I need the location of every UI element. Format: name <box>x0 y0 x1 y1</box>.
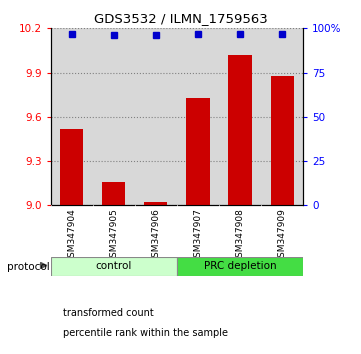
Bar <box>135 28 177 205</box>
Bar <box>177 28 219 205</box>
Bar <box>271 75 294 205</box>
Text: GSM347907: GSM347907 <box>193 208 203 263</box>
Text: GDS3532 / ILMN_1759563: GDS3532 / ILMN_1759563 <box>93 12 268 25</box>
Bar <box>186 98 209 205</box>
Bar <box>177 257 303 276</box>
Bar <box>51 257 177 276</box>
Bar <box>51 28 93 205</box>
Text: PRC depletion: PRC depletion <box>204 261 277 272</box>
Text: GSM347904: GSM347904 <box>67 208 76 263</box>
Text: GSM347909: GSM347909 <box>278 208 287 263</box>
Text: GSM347906: GSM347906 <box>151 208 160 263</box>
Bar <box>144 202 168 205</box>
Bar <box>102 182 125 205</box>
Bar <box>93 28 135 205</box>
Text: control: control <box>96 261 132 272</box>
Bar <box>261 28 303 205</box>
Text: GSM347905: GSM347905 <box>109 208 118 263</box>
Text: protocol: protocol <box>7 262 50 272</box>
Bar <box>60 129 83 205</box>
Text: transformed count: transformed count <box>63 308 154 318</box>
Text: percentile rank within the sample: percentile rank within the sample <box>63 328 228 338</box>
Bar <box>229 55 252 205</box>
Text: GSM347908: GSM347908 <box>236 208 244 263</box>
Bar <box>219 28 261 205</box>
